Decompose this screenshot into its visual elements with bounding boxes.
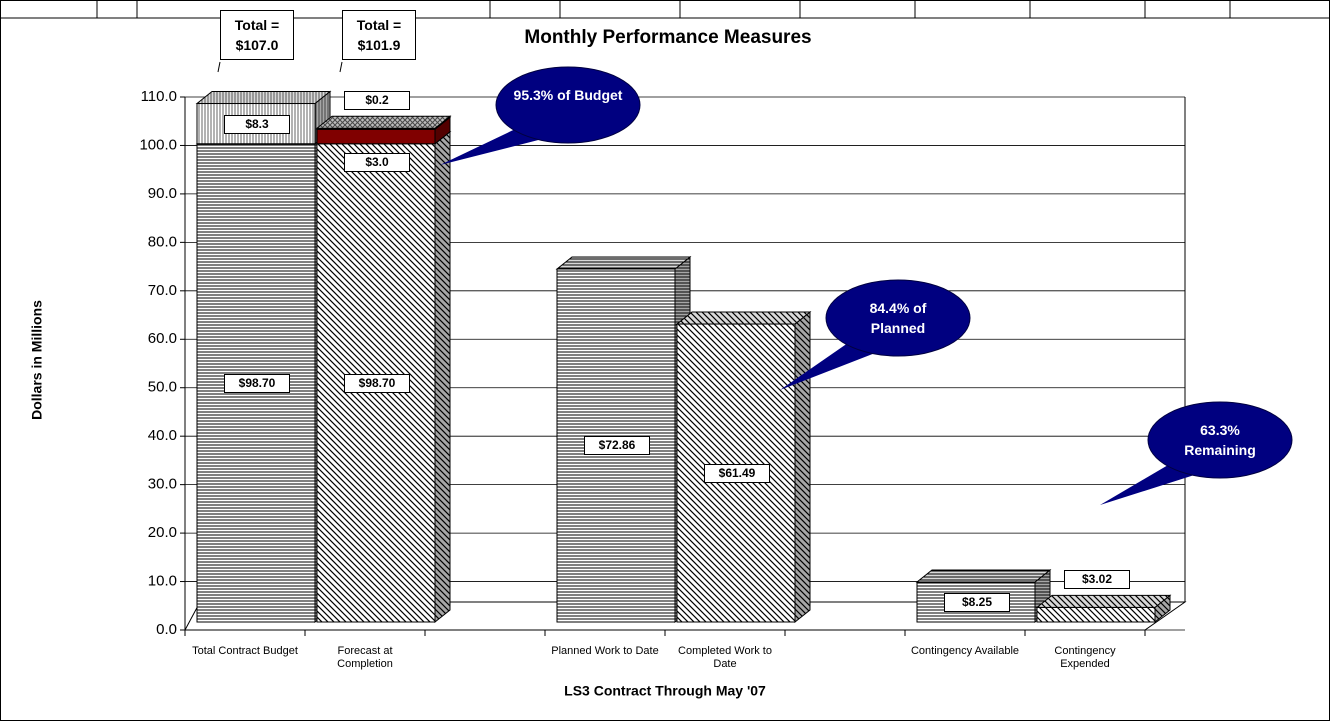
bar-top [195, 91, 332, 105]
data-label: $0.2 [344, 91, 410, 111]
x-tick-label: Contingency Expended [1054, 645, 1116, 670]
top-strip [0, 0, 1330, 19]
data-label: $98.70 [224, 373, 290, 393]
total-leader [339, 61, 343, 73]
y-tick-label: 40.0 [148, 427, 177, 444]
total-box: Total = $101.9 [342, 10, 416, 60]
x-axis-label: LS3 Contract Through May '07 [564, 683, 766, 699]
y-tick-label: 60.0 [148, 330, 177, 347]
data-label: $72.86 [584, 436, 650, 456]
bar-top-shade [1037, 595, 1170, 608]
data-label: $3.02 [1064, 570, 1130, 590]
y-tick-label: 50.0 [148, 379, 177, 396]
chart-title: Monthly Performance Measures [524, 27, 811, 48]
y-tick-label: 10.0 [148, 573, 177, 590]
bar-top-shade [557, 256, 690, 269]
callout-text: 84.4% of Planned [869, 300, 927, 336]
y-tick-label: 0.0 [156, 621, 177, 638]
total-leader [217, 61, 221, 73]
y-tick-label: 20.0 [148, 524, 177, 541]
total-box: Total = $107.0 [220, 10, 294, 60]
bar-top [555, 256, 692, 270]
data-label: $98.70 [344, 373, 410, 393]
bar-top [915, 569, 1052, 583]
callout-bubble [495, 66, 641, 144]
y-tick-label: 100.0 [139, 136, 177, 153]
bar-side-shade [1155, 595, 1170, 622]
data-label: $61.49 [704, 464, 770, 484]
y-tick-label: 90.0 [148, 185, 177, 202]
bar-segment [1036, 606, 1156, 623]
y-tick-label: 70.0 [148, 282, 177, 299]
bar-top-shade [677, 312, 810, 325]
callout-text: 63.3% Remaining [1184, 422, 1256, 458]
bar-top-shade [197, 91, 330, 104]
bar-side-shade [435, 117, 450, 144]
bar-side-shade [795, 312, 810, 622]
data-label: $8.3 [224, 114, 290, 134]
bar-side-shade [435, 131, 450, 622]
y-tick-label: 30.0 [148, 476, 177, 493]
bar-top [675, 311, 812, 325]
data-label: $8.25 [944, 593, 1010, 612]
data-label: $3.0 [344, 152, 410, 172]
bar-segment [316, 128, 436, 145]
callout-bubble [825, 279, 971, 357]
bar-top-shade [317, 116, 450, 129]
callout-bubble [1147, 401, 1293, 479]
y-axis-label: Dollars in Millions [29, 300, 45, 420]
x-tick-label: Forecast at Completion [337, 645, 393, 670]
bar-top-shade [917, 570, 1050, 583]
bar-top [315, 115, 452, 129]
x-tick-label: Contingency Available [910, 645, 1020, 657]
y-tick-label: 110.0 [141, 88, 177, 105]
x-tick-label: Completed Work to Date [678, 645, 772, 670]
x-tick-label: Planned Work to Date [551, 645, 659, 657]
x-tick-label: Total Contract Budget [192, 645, 298, 657]
y-tick-label: 80.0 [148, 233, 177, 250]
callout-text: 95.3% of Budget [513, 87, 623, 103]
bar-top [1035, 594, 1172, 608]
